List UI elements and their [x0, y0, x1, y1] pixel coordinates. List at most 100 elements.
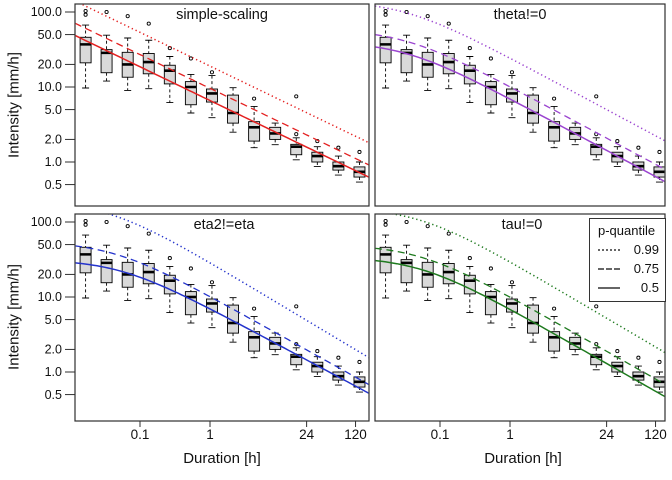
boxplot: [590, 304, 603, 371]
boxplot: [421, 14, 434, 91]
panel-title-theta: theta!=0: [493, 7, 547, 23]
y-tick-label: 10.0: [38, 290, 62, 304]
outlier-point: [104, 9, 109, 15]
boxplot: [121, 14, 134, 91]
quantile-curve-0.5: [75, 262, 369, 394]
legend-p-quantile: p-quantile 0.99 0.75 0.5: [589, 218, 666, 302]
boxplot: [206, 280, 218, 329]
quantile-curve-0.99: [392, 214, 665, 354]
boxplot: [463, 256, 476, 314]
outlier-point: [594, 304, 599, 309]
x-tick-label: 24: [599, 427, 615, 442]
boxplot: [79, 8, 92, 89]
boxplot: [227, 297, 239, 343]
outlier-point: [425, 224, 430, 229]
outlier-point: [615, 139, 620, 144]
panel-title-eta2: eta2!=eta: [193, 217, 255, 233]
outlier-point: [336, 355, 341, 360]
outlier-point: [552, 96, 557, 101]
quantile-curve-0.75: [75, 245, 369, 386]
outlier-point: [315, 349, 320, 354]
outlier-point: [294, 132, 299, 137]
x-tick-label: 120: [344, 427, 367, 442]
quantile-curve-0.75: [75, 22, 369, 166]
x-tick-label: 0.1: [131, 427, 150, 442]
x-axis-title-left: Duration [h]: [183, 450, 261, 467]
x-tick-label: 120: [644, 427, 667, 442]
quantile-curve-0.99: [375, 5, 665, 142]
quantile-curve-0.5: [75, 34, 369, 178]
x-tick-label: 0.1: [431, 427, 450, 442]
legend-item-q99: 0.99: [596, 242, 659, 257]
y-tick-label: 2.0: [45, 343, 62, 357]
boxplot: [206, 70, 218, 119]
panel-eta2!=eta: [75, 214, 369, 394]
dotted-line-sample: [598, 248, 620, 251]
legend-label-q75: 0.75: [633, 261, 659, 276]
outlier-point: [594, 94, 599, 99]
quantile-curve-0.99: [108, 214, 369, 359]
outlier-point: [383, 12, 388, 17]
y-axis-title-bottom: Intensity [mm/h]: [5, 264, 23, 370]
y-tick-label: 1.0: [45, 365, 62, 379]
boxplot: [527, 297, 539, 343]
outlier-point: [488, 56, 493, 61]
boxplot: [442, 21, 455, 90]
x-tick-label: 1: [506, 427, 514, 442]
y-tick-label: 1.0: [45, 155, 62, 169]
outlier-point: [509, 280, 515, 285]
y-tick-label: 5.0: [45, 313, 62, 327]
panel-simple-scaling: [75, 4, 369, 183]
boxplot: [184, 56, 197, 114]
outlier-point: [146, 231, 151, 236]
boxplot: [590, 94, 603, 161]
boxplot: [142, 231, 155, 300]
boxplot: [463, 46, 476, 104]
x-tick-label: 1: [206, 427, 214, 442]
quantile-curve-0.5: [375, 259, 665, 398]
panel-border: [374, 213, 666, 422]
boxplot: [79, 218, 92, 299]
boxplot: [163, 256, 176, 314]
outlier-point: [657, 149, 662, 155]
outlier-point: [657, 359, 662, 365]
boxplot: [353, 359, 366, 393]
outlier-point: [357, 149, 362, 155]
y-tick-label: 100.0: [31, 215, 62, 229]
outlier-point: [83, 8, 88, 14]
legend-title: p-quantile: [598, 223, 656, 238]
y-tick-label: 0.5: [45, 388, 62, 402]
boxplot: [379, 8, 392, 89]
boxplot: [290, 94, 303, 161]
outlier-point: [294, 342, 299, 347]
panel-border: [74, 213, 370, 422]
outlier-point: [125, 14, 130, 19]
y-tick-label: 50.0: [38, 238, 62, 252]
outlier-point: [404, 219, 409, 225]
boxplot: [100, 219, 113, 292]
outlier-point: [383, 8, 388, 14]
boxplot: [163, 46, 176, 104]
y-tick-label: 10.0: [38, 80, 62, 94]
boxplot: [506, 280, 518, 329]
outlier-point: [209, 70, 215, 75]
boxplot: [611, 349, 624, 377]
x-axis-title-right: Duration [h]: [484, 450, 562, 467]
boxplot: [121, 224, 134, 301]
boxplot: [421, 224, 434, 301]
outlier-point: [425, 14, 430, 19]
outlier-point: [636, 145, 641, 150]
boxplot: [632, 145, 645, 176]
quantile-curve-0.75: [375, 34, 665, 170]
x-tick-label: 24: [299, 427, 315, 442]
boxplot: [400, 9, 413, 82]
panel-title-tau: tau!=0: [501, 217, 543, 233]
outlier-point: [188, 266, 193, 271]
y-tick-label: 100.0: [31, 5, 62, 19]
boxplot: [653, 359, 665, 393]
outlier-point: [209, 280, 215, 285]
outlier-point: [552, 306, 557, 311]
y-tick-label: 20.0: [38, 268, 62, 282]
outlier-point: [252, 306, 257, 311]
